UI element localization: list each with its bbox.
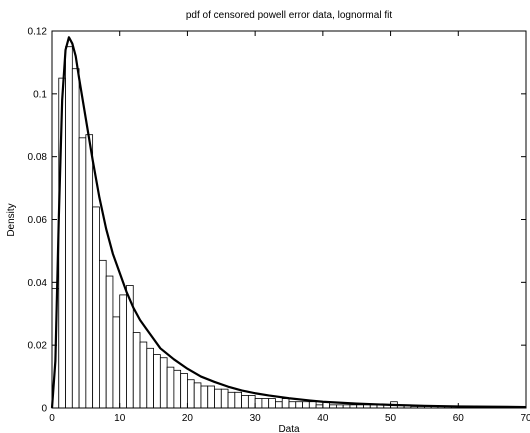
histogram-bar (302, 401, 310, 409)
fit-curve-layer (50, 36, 527, 409)
histogram-bar (71, 68, 80, 409)
histogram-bar (234, 391, 242, 409)
histogram-bar (146, 347, 154, 409)
histogram-bar (261, 398, 270, 409)
x-tick-label: 40 (317, 413, 329, 424)
histogram-bar (119, 294, 127, 409)
x-tick-label: 60 (453, 413, 465, 424)
x-tick-label: 70 (520, 413, 530, 424)
y-tick-label: 0.08 (28, 152, 48, 163)
y-tick-label: 0.06 (28, 215, 48, 226)
histogram-bar (207, 385, 215, 409)
histogram-bar (99, 259, 107, 409)
x-tick-label: 10 (114, 413, 126, 424)
histogram-bar (65, 46, 73, 409)
x-tick-label: 50 (385, 413, 397, 424)
y-tick-label: 0.04 (28, 278, 48, 289)
x-tick-label: 20 (182, 413, 194, 424)
axis-ticks: 0 10 20 30 40 50 60 70 0 0.02 0.04 0.06 0.08 0.1 0.12 (28, 27, 530, 425)
x-tick-label: 30 (250, 413, 262, 424)
histogram-bar (227, 391, 236, 409)
histogram-bar (288, 401, 297, 409)
y-axis-label: Density (6, 203, 17, 236)
histogram-bar (200, 385, 209, 409)
chart-title: pdf of censored powell error data, logno… (186, 10, 392, 21)
y-tick-label: 0.02 (28, 341, 48, 352)
y-tick-label: 0.12 (28, 27, 48, 38)
histogram-bar (166, 366, 175, 409)
histogram-bar (214, 388, 222, 409)
histogram-bar (159, 357, 168, 409)
x-tick-label: 0 (49, 413, 55, 424)
y-tick-label: 0.1 (33, 89, 47, 100)
histogram-bar (85, 134, 94, 409)
histogram-bar (180, 373, 188, 409)
histogram-bar (193, 382, 202, 409)
histogram-bar (173, 369, 182, 409)
histogram-bar (308, 401, 317, 409)
lognormal-fit-curve (50, 36, 527, 409)
histogram-bar (268, 398, 276, 409)
histogram-bar (92, 206, 100, 409)
histogram-bar (112, 316, 121, 409)
histogram-bar (187, 379, 195, 409)
histogram-bar (78, 137, 87, 409)
histogram-bar (105, 275, 114, 409)
y-tick-label: 0 (41, 404, 47, 415)
histogram-bar (254, 398, 263, 409)
x-axis-label: Data (278, 424, 300, 433)
histogram-bars (51, 46, 527, 409)
histogram-bar (153, 354, 161, 409)
histogram-bar (132, 332, 141, 409)
histogram-bar (295, 401, 303, 409)
histogram-bar (275, 401, 283, 409)
histogram-bar (247, 395, 256, 409)
histogram-bar (220, 388, 229, 409)
histogram-bar (241, 395, 249, 409)
histogram-bar (281, 398, 290, 409)
histogram-bar (139, 341, 148, 409)
